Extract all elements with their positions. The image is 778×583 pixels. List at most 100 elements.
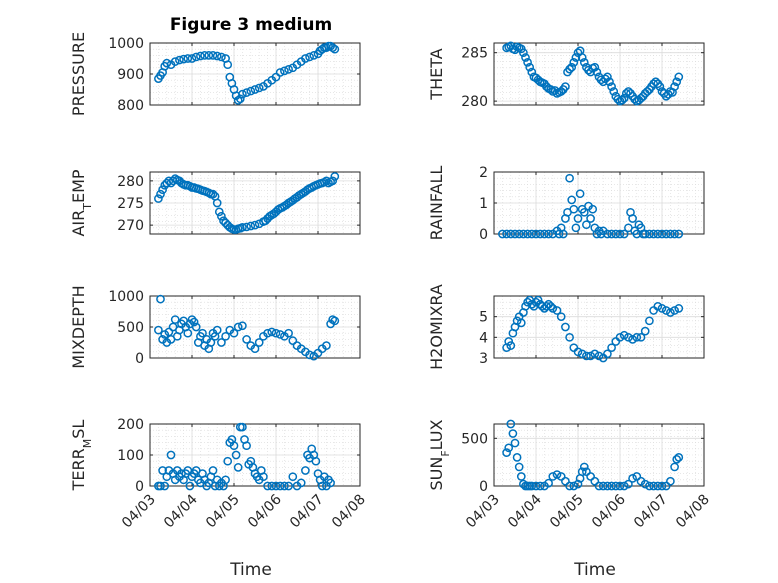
data-point bbox=[250, 344, 260, 354]
data-point bbox=[674, 72, 684, 82]
data-point bbox=[640, 479, 650, 489]
data-point bbox=[569, 481, 579, 491]
data-point bbox=[590, 476, 600, 486]
data-point bbox=[254, 338, 264, 347]
data-point bbox=[573, 347, 583, 357]
data-point bbox=[330, 316, 340, 326]
data-point bbox=[645, 316, 654, 326]
data-point bbox=[661, 229, 671, 239]
data-point bbox=[535, 229, 545, 239]
data-point bbox=[521, 53, 530, 62]
data-point bbox=[196, 51, 205, 61]
data-point bbox=[160, 481, 170, 491]
data-point bbox=[328, 43, 338, 53]
data-point bbox=[624, 332, 633, 342]
data-point bbox=[200, 51, 209, 60]
data-point bbox=[649, 481, 658, 491]
data-point bbox=[254, 83, 264, 93]
data-point bbox=[607, 481, 616, 491]
data-point bbox=[506, 341, 516, 350]
data-point bbox=[527, 229, 537, 239]
data-point bbox=[617, 95, 627, 105]
data-point bbox=[657, 229, 667, 239]
data-point bbox=[168, 176, 178, 186]
y-tick-label: 5 bbox=[479, 310, 488, 326]
data-point bbox=[544, 478, 553, 488]
x-axis-label-right: Time bbox=[573, 560, 616, 580]
y-tick-label: 0 bbox=[135, 351, 144, 367]
y-tick-label: 500 bbox=[117, 320, 144, 336]
data-point bbox=[259, 472, 268, 482]
data-point bbox=[330, 44, 340, 54]
data-point bbox=[565, 481, 574, 491]
data-point bbox=[670, 306, 679, 315]
data-point bbox=[544, 229, 553, 239]
axes-box bbox=[493, 42, 705, 106]
figure-title: Figure 3 medium bbox=[170, 15, 332, 35]
data-point bbox=[674, 304, 684, 313]
data-point bbox=[653, 229, 663, 239]
y-axis-label: THETA bbox=[427, 48, 446, 100]
data-point bbox=[162, 58, 172, 68]
data-point bbox=[645, 229, 654, 239]
data-point bbox=[510, 229, 520, 239]
y-tick-label: 0 bbox=[479, 479, 488, 495]
y-tick-label: 4 bbox=[479, 330, 488, 346]
y-tick-label: 0 bbox=[135, 479, 144, 495]
data-point bbox=[611, 481, 621, 491]
data-point bbox=[271, 328, 281, 338]
data-point bbox=[651, 77, 661, 87]
data-point bbox=[170, 57, 180, 66]
data-point bbox=[191, 52, 201, 62]
data-point bbox=[556, 472, 566, 481]
data-point bbox=[208, 51, 218, 60]
y-tick-label: 100 bbox=[117, 448, 144, 464]
y-tick-label: 500 bbox=[461, 431, 488, 447]
data-point bbox=[212, 325, 222, 335]
data-point bbox=[535, 481, 545, 491]
data-point bbox=[655, 82, 665, 91]
y-tick-label: 285 bbox=[461, 46, 488, 62]
data-point bbox=[179, 54, 188, 64]
y-tick-label: 0 bbox=[479, 227, 488, 243]
data-point bbox=[579, 462, 589, 472]
y-tick-label: 280 bbox=[117, 174, 144, 190]
data-point bbox=[217, 52, 226, 62]
data-point bbox=[619, 481, 629, 491]
y-tick-label: 1000 bbox=[108, 289, 144, 305]
data-point bbox=[531, 481, 541, 491]
data-point bbox=[238, 422, 247, 432]
data-point bbox=[540, 229, 549, 239]
y-axis-label: SUNFLUX bbox=[427, 419, 452, 490]
data-point bbox=[567, 195, 577, 205]
data-point bbox=[636, 93, 646, 103]
data-point bbox=[250, 220, 260, 230]
y-axis-label: RAINFALL bbox=[427, 166, 446, 241]
data-point bbox=[632, 472, 642, 481]
data-point bbox=[214, 207, 224, 217]
data-point bbox=[328, 176, 338, 186]
data-point bbox=[590, 62, 600, 72]
data-point bbox=[603, 229, 612, 239]
data-point bbox=[212, 198, 222, 208]
data-point bbox=[223, 60, 233, 70]
data-point bbox=[238, 223, 247, 232]
data-point bbox=[613, 94, 623, 104]
data-point bbox=[322, 176, 331, 186]
data-point bbox=[579, 58, 589, 67]
data-point bbox=[565, 332, 574, 342]
data-point bbox=[594, 351, 604, 361]
data-point bbox=[275, 330, 285, 339]
data-point bbox=[322, 43, 331, 53]
data-point bbox=[284, 65, 293, 74]
y-tick-label: 1000 bbox=[108, 36, 144, 52]
data-point bbox=[666, 476, 675, 486]
data-point bbox=[284, 328, 293, 338]
data-point bbox=[624, 87, 633, 96]
data-point bbox=[582, 220, 591, 230]
data-point bbox=[531, 297, 541, 307]
data-point bbox=[233, 96, 243, 105]
data-point bbox=[246, 86, 256, 96]
data-point bbox=[187, 315, 197, 324]
